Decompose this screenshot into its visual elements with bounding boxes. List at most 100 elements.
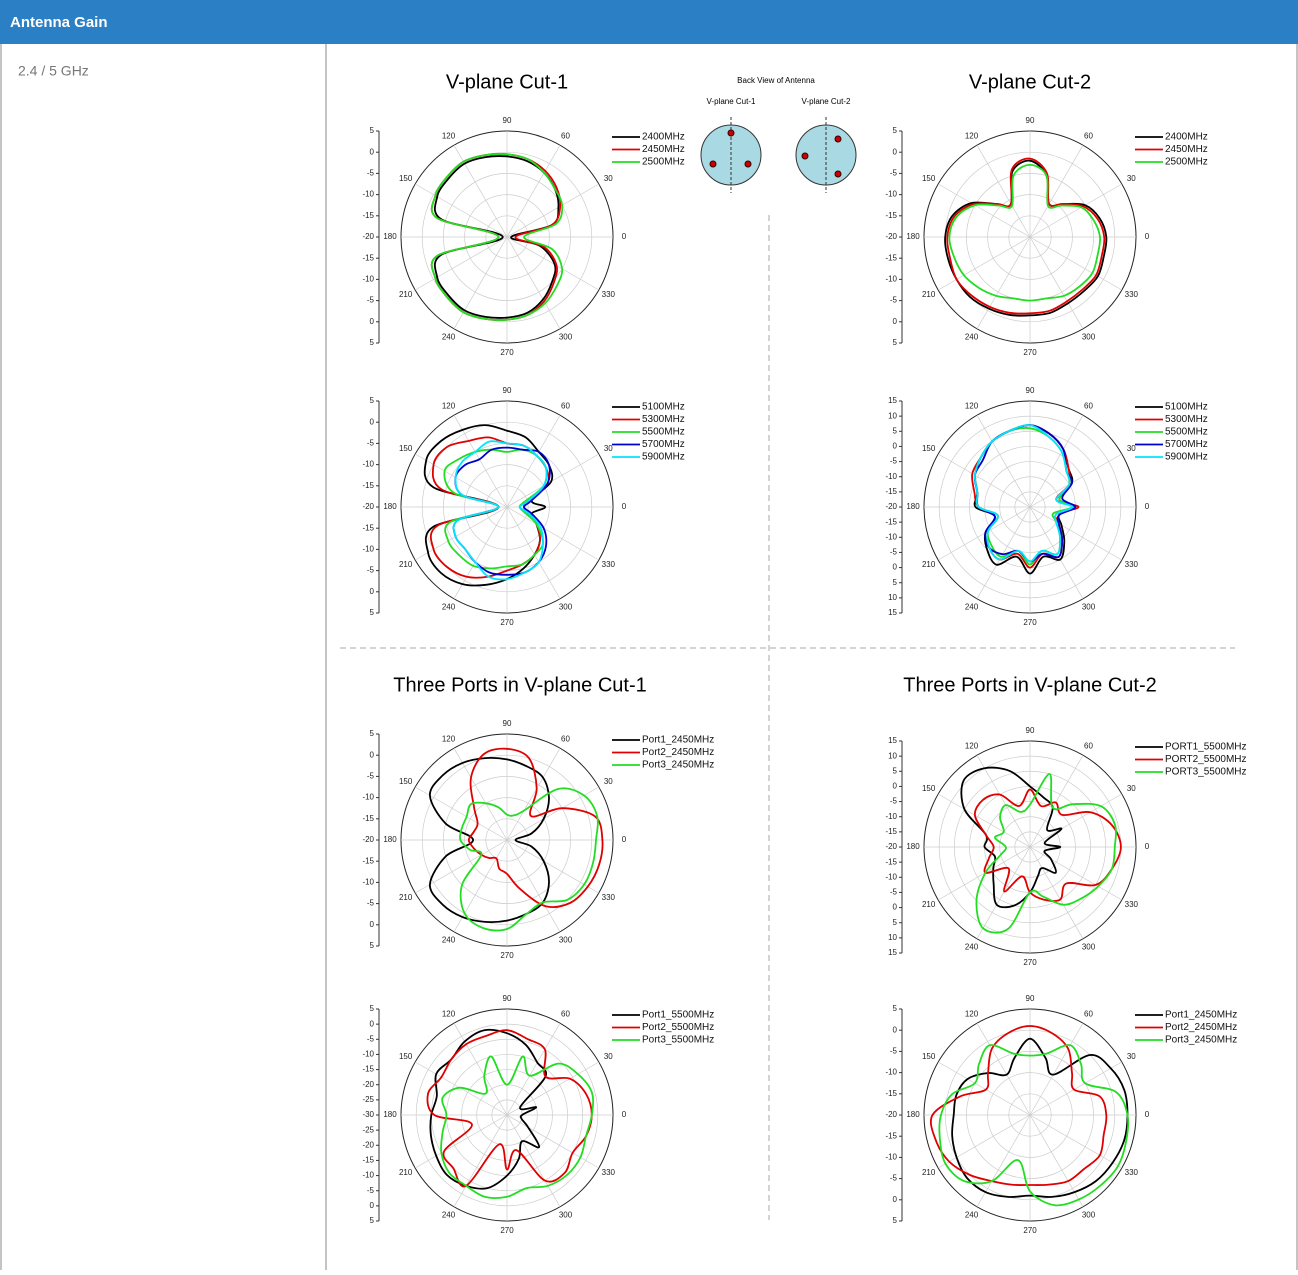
theta-tick-label: 90 bbox=[1026, 726, 1035, 735]
r-tick-label: 5 bbox=[370, 729, 375, 738]
r-tick-label: 5 bbox=[893, 766, 898, 775]
r-tick-label: -10 bbox=[885, 1068, 897, 1077]
section-title: V-plane Cut-2 bbox=[969, 71, 1091, 93]
spoke bbox=[506, 786, 599, 841]
port-dot bbox=[744, 160, 752, 168]
r-tick-label: 5 bbox=[370, 941, 375, 950]
r-tick-label: -20 bbox=[362, 502, 374, 511]
r-tick-label: -25 bbox=[362, 1095, 374, 1104]
series-line bbox=[429, 436, 550, 579]
legend-label: Port3_5500MHz bbox=[642, 1035, 714, 1046]
spoke bbox=[976, 1023, 1031, 1116]
theta-tick-label: 240 bbox=[965, 333, 979, 342]
r-tick-label: -15 bbox=[885, 1089, 897, 1098]
legend-label: 5500MHz bbox=[642, 427, 685, 438]
legend-label: Port1_5500MHz bbox=[642, 1010, 714, 1021]
r-tick-label: -15 bbox=[362, 814, 374, 823]
legend-label: 2500MHz bbox=[1165, 157, 1208, 168]
port-dot bbox=[834, 135, 842, 143]
series-line bbox=[459, 787, 599, 932]
theta-tick-label: 120 bbox=[965, 742, 979, 751]
r-tick-label: 5 bbox=[893, 126, 898, 135]
r-tick-label: -15 bbox=[885, 253, 897, 262]
theta-tick-label: 180 bbox=[906, 232, 920, 241]
spoke bbox=[506, 1114, 599, 1169]
spoke bbox=[938, 453, 1031, 508]
theta-tick-label: 0 bbox=[1145, 232, 1150, 241]
theta-tick-label: 30 bbox=[604, 1052, 613, 1061]
series-line bbox=[467, 747, 604, 908]
theta-tick-label: 300 bbox=[559, 333, 573, 342]
spoke bbox=[1029, 453, 1122, 508]
spoke bbox=[1029, 506, 1122, 561]
theta-tick-label: 270 bbox=[1023, 958, 1037, 967]
theta-tick-label: 180 bbox=[906, 1110, 920, 1119]
spoke bbox=[506, 145, 561, 238]
spoke bbox=[415, 506, 508, 561]
r-tick-label: -15 bbox=[885, 827, 897, 836]
theta-tick-label: 240 bbox=[442, 1211, 456, 1220]
spoke bbox=[1029, 1114, 1084, 1207]
theta-tick-label: 90 bbox=[503, 116, 512, 125]
r-tick-label: 5 bbox=[370, 1004, 375, 1013]
spoke bbox=[938, 183, 1031, 238]
r-tick-label: -10 bbox=[362, 1050, 374, 1059]
r-tick-label: 5 bbox=[893, 426, 898, 435]
r-tick-label: -25 bbox=[362, 1125, 374, 1134]
r-tick-label: 0 bbox=[370, 587, 375, 596]
theta-tick-label: 330 bbox=[1125, 290, 1139, 299]
r-tick-label: -15 bbox=[885, 857, 897, 866]
theta-tick-label: 90 bbox=[503, 994, 512, 1003]
r-tick-label: -30 bbox=[362, 1110, 374, 1119]
r-tick-label: -10 bbox=[885, 190, 897, 199]
r-tick-label: 0 bbox=[893, 782, 898, 791]
series-line bbox=[452, 440, 548, 581]
legend-label: 5100MHz bbox=[1165, 402, 1208, 413]
theta-tick-label: 270 bbox=[1023, 1226, 1037, 1235]
r-tick-label: 0 bbox=[893, 903, 898, 912]
r-tick-label: 0 bbox=[370, 417, 375, 426]
theta-tick-label: 150 bbox=[922, 784, 936, 793]
r-tick-label: -20 bbox=[885, 502, 897, 511]
r-tick-label: 15 bbox=[888, 736, 897, 745]
spoke bbox=[453, 1114, 508, 1207]
r-tick-label: -10 bbox=[362, 878, 374, 887]
r-tick-label: 5 bbox=[893, 1216, 898, 1225]
r-tick-label: 10 bbox=[888, 411, 897, 420]
theta-tick-label: 60 bbox=[561, 402, 570, 411]
theta-tick-label: 30 bbox=[1127, 174, 1136, 183]
theta-tick-label: 30 bbox=[604, 444, 613, 453]
theta-tick-label: 210 bbox=[922, 900, 936, 909]
r-tick-label: 0 bbox=[893, 442, 898, 451]
theta-tick-label: 150 bbox=[399, 777, 413, 786]
theta-tick-label: 60 bbox=[1084, 132, 1093, 141]
theta-tick-label: 270 bbox=[500, 348, 514, 357]
theta-tick-label: 210 bbox=[922, 290, 936, 299]
spoke bbox=[976, 1114, 1031, 1207]
r-tick-label: -10 bbox=[362, 1171, 374, 1180]
port-dot bbox=[834, 170, 842, 178]
theta-tick-label: 180 bbox=[906, 502, 920, 511]
theta-tick-label: 120 bbox=[442, 1010, 456, 1019]
theta-tick-label: 180 bbox=[383, 502, 397, 511]
theta-tick-label: 90 bbox=[1026, 116, 1035, 125]
theta-tick-label: 30 bbox=[1127, 784, 1136, 793]
spoke bbox=[506, 506, 599, 561]
spoke bbox=[1029, 236, 1084, 329]
theta-tick-label: 270 bbox=[500, 618, 514, 627]
r-tick-label: 10 bbox=[888, 593, 897, 602]
theta-tick-label: 0 bbox=[622, 835, 627, 844]
theta-tick-label: 210 bbox=[922, 1168, 936, 1177]
r-tick-label: -15 bbox=[885, 487, 897, 496]
spoke bbox=[938, 793, 1031, 848]
theta-tick-label: 330 bbox=[1125, 1168, 1139, 1177]
theta-tick-label: 300 bbox=[559, 936, 573, 945]
section-title: Three Ports in V-plane Cut-1 bbox=[393, 674, 646, 696]
r-tick-label: -15 bbox=[362, 856, 374, 865]
r-tick-label: -5 bbox=[890, 1047, 898, 1056]
r-tick-label: 10 bbox=[888, 751, 897, 760]
theta-tick-label: 150 bbox=[922, 444, 936, 453]
r-tick-label: -5 bbox=[367, 899, 375, 908]
legend-label: Port3_2450MHz bbox=[1165, 1035, 1237, 1046]
theta-tick-label: 120 bbox=[442, 402, 456, 411]
